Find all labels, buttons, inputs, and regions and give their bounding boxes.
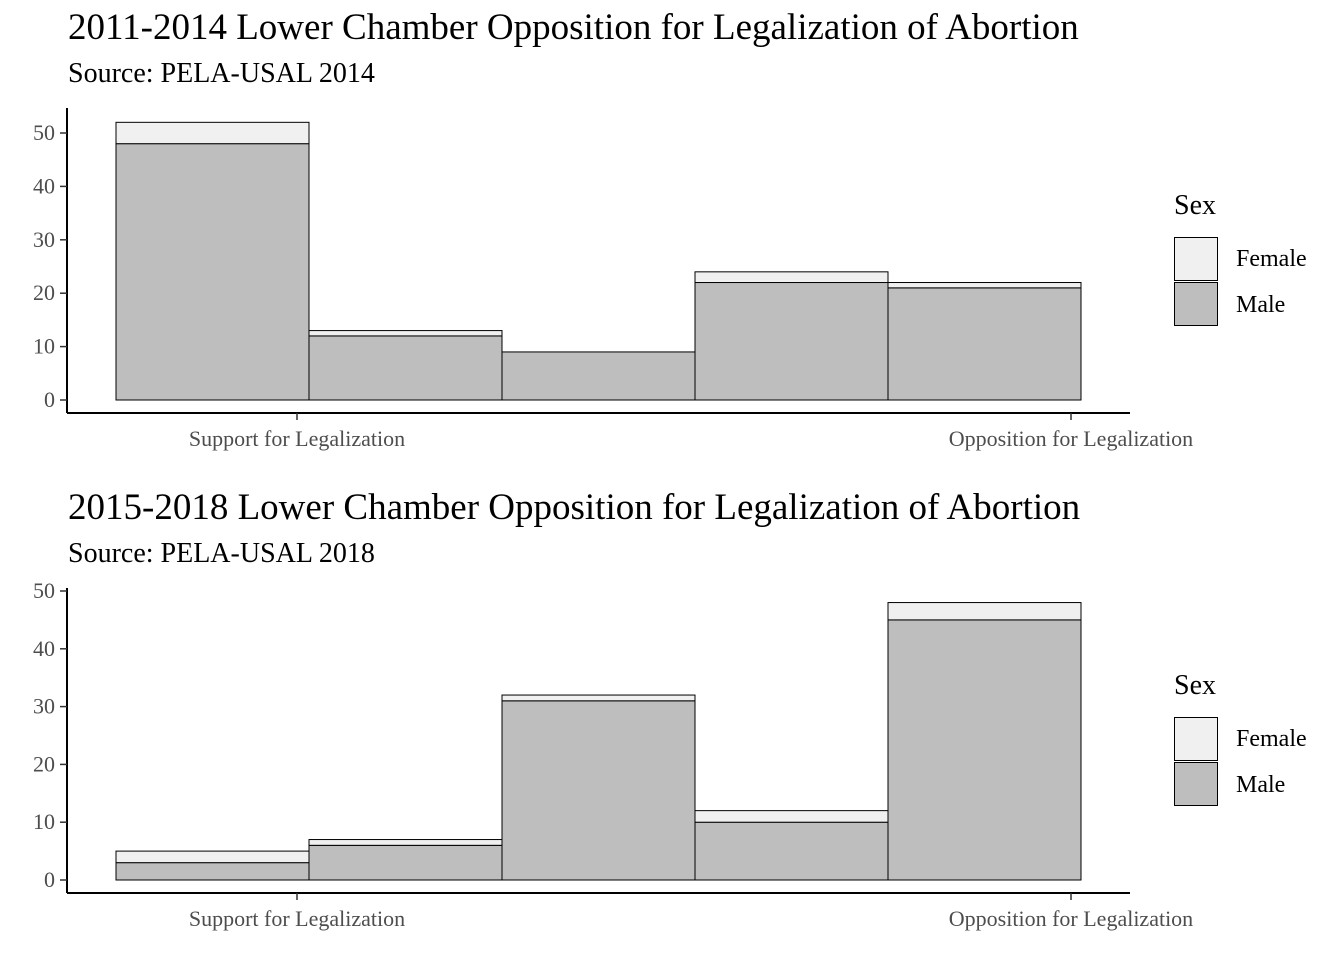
bar-female-2 xyxy=(308,330,503,337)
legend-key-female xyxy=(1174,717,1218,761)
bar-male-2 xyxy=(308,335,503,401)
bar-male-1 xyxy=(115,143,310,401)
y-tick-label-20: 20 xyxy=(33,280,55,305)
legend-title: Sex xyxy=(1174,190,1216,221)
bar-female-5 xyxy=(887,282,1082,289)
legend: Sex Female Male xyxy=(1174,190,1324,340)
legend-key-male xyxy=(1174,282,1218,326)
legend-label-female: Female xyxy=(1236,246,1307,272)
y-tick-label-40: 40 xyxy=(33,173,55,198)
y-tick-label-20: 20 xyxy=(33,751,55,776)
legend-title: Sex xyxy=(1174,670,1216,701)
y-tick-label-0: 0 xyxy=(44,867,55,892)
bar-male-3 xyxy=(501,700,696,881)
chart-subtitle: Source: PELA-USAL 2018 xyxy=(68,538,375,569)
legend-label-female: Female xyxy=(1236,726,1307,752)
bar-female-1 xyxy=(115,121,310,145)
x-tick-label-2: Opposition for Legalization xyxy=(949,906,1193,931)
bar-male-2 xyxy=(308,844,503,881)
chart-panel-2018: 2015-2018 Lower Chamber Opposition for L… xyxy=(0,480,1344,960)
bar-male-4 xyxy=(694,282,889,401)
legend-label-male: Male xyxy=(1236,772,1286,798)
chart-plot-area: 0 10 20 30 40 50 Support for Legalization Oppos… xyxy=(33,578,1193,931)
bar-female-4 xyxy=(694,271,889,284)
legend-key-male xyxy=(1174,762,1218,806)
chart-title: 2015-2018 Lower Chamber Opposition for L… xyxy=(68,487,1081,528)
bar-female-1 xyxy=(115,850,310,864)
bar-male-1 xyxy=(115,862,310,881)
chart-panel-2014: 2011-2014 Lower Chamber Opposition for L… xyxy=(33,7,1324,451)
bar-male-5 xyxy=(887,287,1082,401)
legend-label-male: Male xyxy=(1236,292,1286,318)
x-tick-label-1: Support for Legalization xyxy=(189,426,405,451)
bar-male-3 xyxy=(501,351,696,401)
y-tick-label-30: 30 xyxy=(33,227,55,252)
legend: Sex Female Male xyxy=(1174,670,1324,820)
y-tick-label-30: 30 xyxy=(33,694,55,719)
bar-female-3 xyxy=(501,694,696,702)
bar-male-5 xyxy=(887,619,1082,881)
legend-key-female xyxy=(1174,237,1218,281)
y-tick-label-50: 50 xyxy=(33,120,55,145)
chart-title: 2011-2014 Lower Chamber Opposition for L… xyxy=(68,7,1079,48)
y-tick-label-0: 0 xyxy=(44,387,55,412)
bar-female-4 xyxy=(694,810,889,823)
x-tick-label-1: Support for Legalization xyxy=(189,906,405,931)
y-tick-label-40: 40 xyxy=(33,636,55,661)
x-tick-label-2: Opposition for Legalization xyxy=(949,426,1193,451)
chart-subtitle: Source: PELA-USAL 2014 xyxy=(68,58,375,89)
y-tick-label-10: 10 xyxy=(33,809,55,834)
y-tick-label-10: 10 xyxy=(33,334,55,359)
chart-plot-area: 0 10 20 30 40 50 Support for Legalization Oppos… xyxy=(33,108,1193,451)
bar-female-2 xyxy=(308,839,503,846)
bar-female-5 xyxy=(887,602,1082,621)
bar-male-4 xyxy=(694,821,889,881)
y-tick-label-50: 50 xyxy=(33,578,55,603)
